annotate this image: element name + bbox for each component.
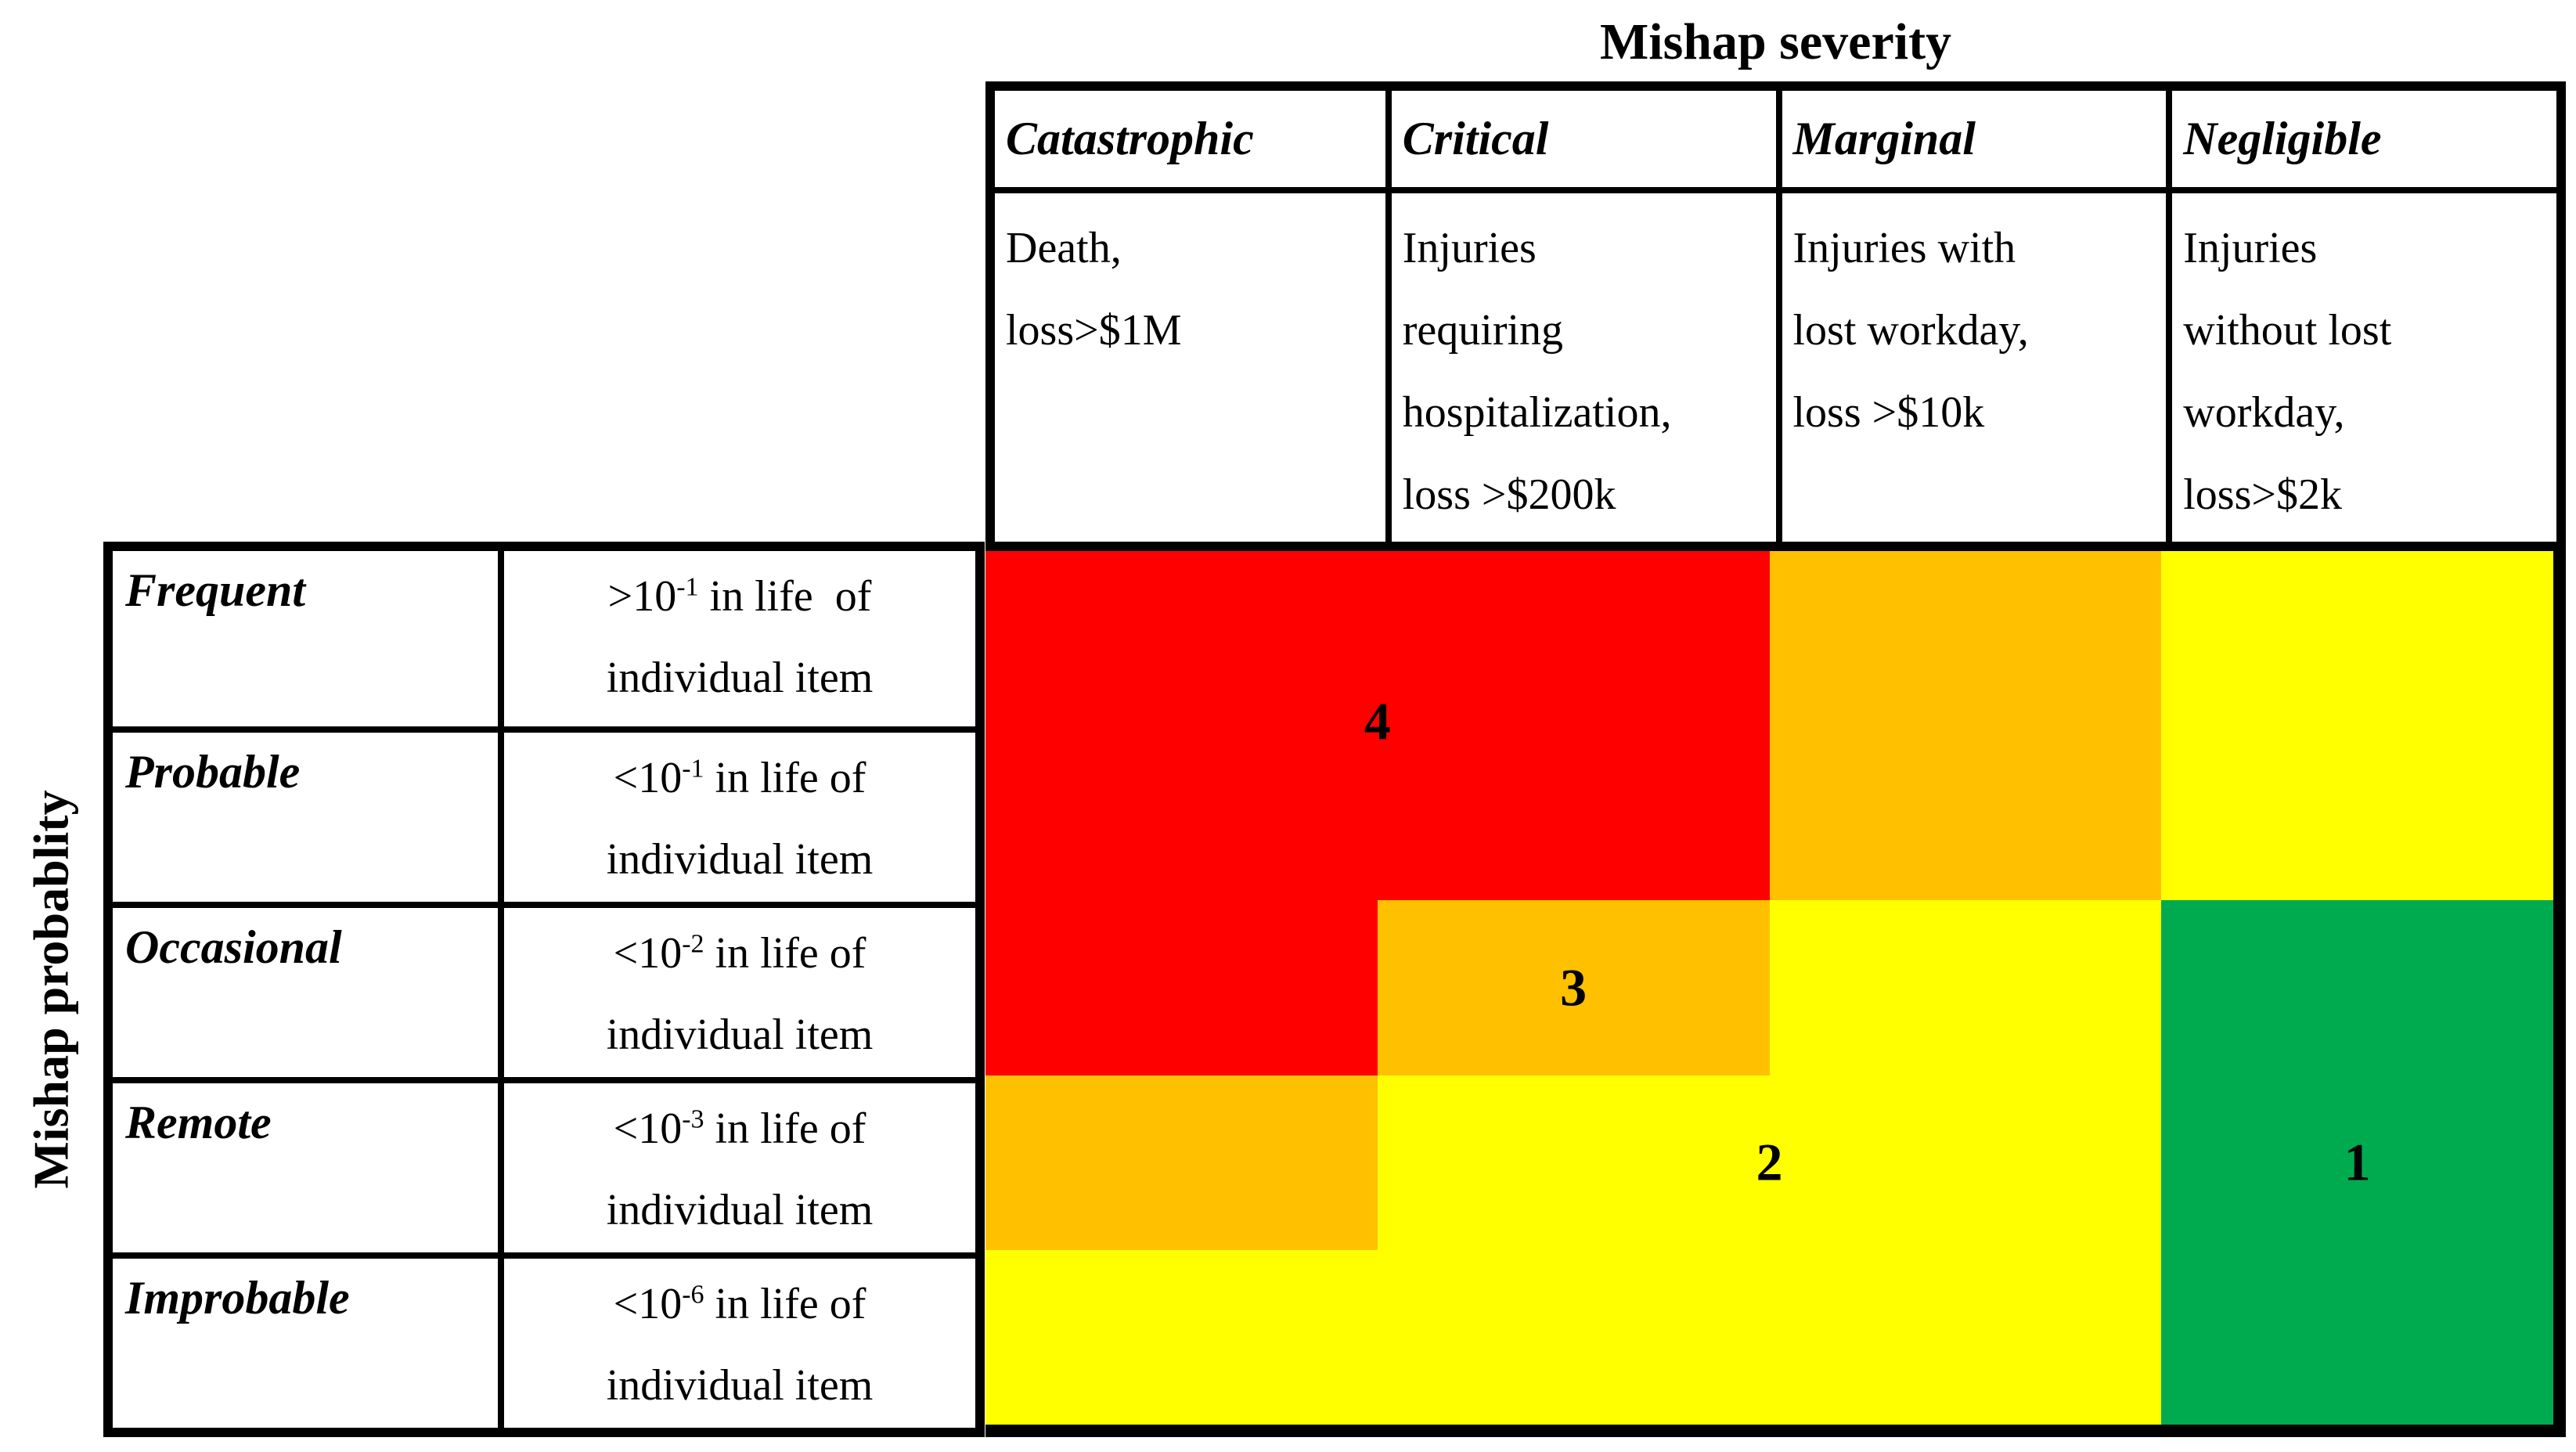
severity-axis-title: Mishap severity (1599, 13, 1952, 70)
prob-line1: <10-3 in life of (504, 1088, 975, 1169)
matrix-cell-r1-c3-orange (1769, 551, 2162, 726)
risk-level-2: 2 (1756, 1132, 1783, 1192)
desc-line: Injuries (1402, 224, 1537, 272)
severity-desc-critical: Injuries requiring hospitalization, loss >$… (1385, 193, 1776, 542)
prob-line2: individual item (606, 1011, 874, 1059)
prob-suffix: in life of (704, 929, 866, 978)
matrix-cell-r5-c1-yellow (985, 1249, 1378, 1425)
desc-line: loss >$200k (1402, 470, 1616, 519)
probability-axis-title: Mishap probablity (23, 790, 79, 1189)
prob-line1: >10-1 in life of (504, 556, 975, 637)
matrix-cell-r4-c2-yellow (1377, 1075, 1770, 1250)
prob-prefix: <10 (613, 929, 683, 978)
desc-line: loss >$10k (1792, 388, 1985, 437)
prob-exponent: -1 (682, 754, 704, 784)
risk-matrix: 4 3 2 1 (985, 551, 2566, 1437)
prob-value-occasional: <10-2 in life of individual item (498, 902, 975, 1077)
matrix-cell-r3-c2-orange (1377, 900, 1770, 1075)
prob-prefix: <10 (613, 754, 683, 802)
matrix-cell-r3-c4-green (2161, 900, 2553, 1075)
prob-line2: individual item (606, 1361, 874, 1410)
severity-header-marginal: Marginal (1775, 91, 2167, 193)
matrix-cell-r2-c4-yellow (2161, 726, 2553, 901)
prob-value-probable: <10-1 in life of individual item (498, 726, 975, 902)
prob-value-improbable: <10-6 in life of individual item (498, 1252, 975, 1428)
severity-desc-negligible: Injuries without lost workday, loss>$2k (2166, 193, 2556, 542)
prob-row-occasional: Occasional (113, 902, 498, 1077)
prob-exponent: -2 (682, 929, 704, 959)
desc-line: Injuries with (1792, 224, 2016, 272)
risk-level-1: 1 (2344, 1132, 2371, 1192)
matrix-cell-r5-c2-yellow (1377, 1249, 1770, 1425)
matrix-cell-r4-c4-green (2161, 1075, 2553, 1250)
matrix-cell-r2-c3-orange (1769, 726, 2162, 901)
severity-desc-marginal: Injuries with lost workday, loss >$10k (1775, 193, 2167, 542)
matrix-cell-r1-c2-red (1377, 551, 1770, 726)
matrix-cell-r1-c1-red (985, 551, 1378, 726)
desc-line: workday, (2183, 388, 2345, 437)
prob-row-remote: Remote (113, 1077, 498, 1252)
desc-line: without lost (2183, 306, 2392, 355)
prob-line2: individual item (606, 654, 874, 702)
prob-value-frequent: >10-1 in life of individual item (498, 551, 975, 726)
desc-line: hospitalization, (1402, 388, 1672, 437)
prob-row-improbable: Improbable (113, 1252, 498, 1428)
prob-line1: <10-6 in life of (504, 1263, 975, 1345)
matrix-cell-r4-c3-yellow (1769, 1075, 2162, 1250)
desc-line: loss>$1M (1006, 306, 1182, 355)
prob-row-frequent: Frequent (125, 564, 306, 616)
matrix-cell-r3-c1-red (985, 900, 1378, 1075)
matrix-cell-r5-c3-yellow (1769, 1249, 2162, 1425)
prob-line1: <10-1 in life of (504, 737, 975, 819)
prob-value-remote: <10-3 in life of individual item (498, 1077, 975, 1252)
desc-line: Injuries (2183, 224, 2318, 272)
matrix-cell-r5-c4-green (2161, 1249, 2553, 1425)
matrix-cell-r4-c1-orange (985, 1075, 1378, 1250)
prob-line1: <10-2 in life of (504, 913, 975, 994)
risk-level-4: 4 (1364, 691, 1391, 751)
matrix-cell-r2-c2-red (1377, 726, 1770, 901)
prob-line2: individual item (606, 1186, 874, 1234)
severity-desc-catastrophic: Death, loss>$1M (995, 193, 1385, 542)
matrix-cell-r2-c1-red (985, 726, 1378, 901)
probability-rows-table: Frequent >10-1 in life of individual ite… (103, 542, 985, 1437)
matrix-cell-r1-c4-yellow (2161, 551, 2553, 726)
desc-line: loss>$2k (2183, 470, 2342, 519)
risk-matrix-cells (985, 551, 2553, 1425)
prob-suffix: in life of (704, 1280, 866, 1328)
prob-suffix: in life of (698, 572, 872, 621)
prob-prefix: >10 (607, 572, 677, 621)
severity-header-negligible: Negligible (2166, 91, 2556, 193)
probability-axis-title-container: Mishap probablity (0, 542, 103, 1437)
matrix-cell-r3-c3-yellow (1769, 900, 2162, 1075)
severity-header-catastrophic: Catastrophic (995, 91, 1385, 193)
desc-line: requiring (1402, 306, 1564, 355)
prob-exponent: -3 (682, 1104, 704, 1134)
prob-exponent: -1 (676, 572, 699, 602)
severity-header-table: Catastrophic Critical Marginal Negligibl… (985, 81, 2566, 551)
prob-row-probable: Probable (113, 726, 498, 902)
prob-line2: individual item (606, 835, 874, 884)
prob-prefix: <10 (613, 1280, 683, 1328)
prob-suffix: in life of (704, 754, 866, 802)
desc-line: lost workday, (1792, 306, 2029, 355)
prob-prefix: <10 (613, 1104, 683, 1153)
prob-exponent: -6 (682, 1280, 704, 1310)
risk-level-3: 3 (1560, 957, 1587, 1018)
severity-header-critical: Critical (1385, 91, 1776, 193)
desc-line: Death, (1006, 224, 1122, 272)
prob-suffix: in life of (704, 1104, 866, 1153)
